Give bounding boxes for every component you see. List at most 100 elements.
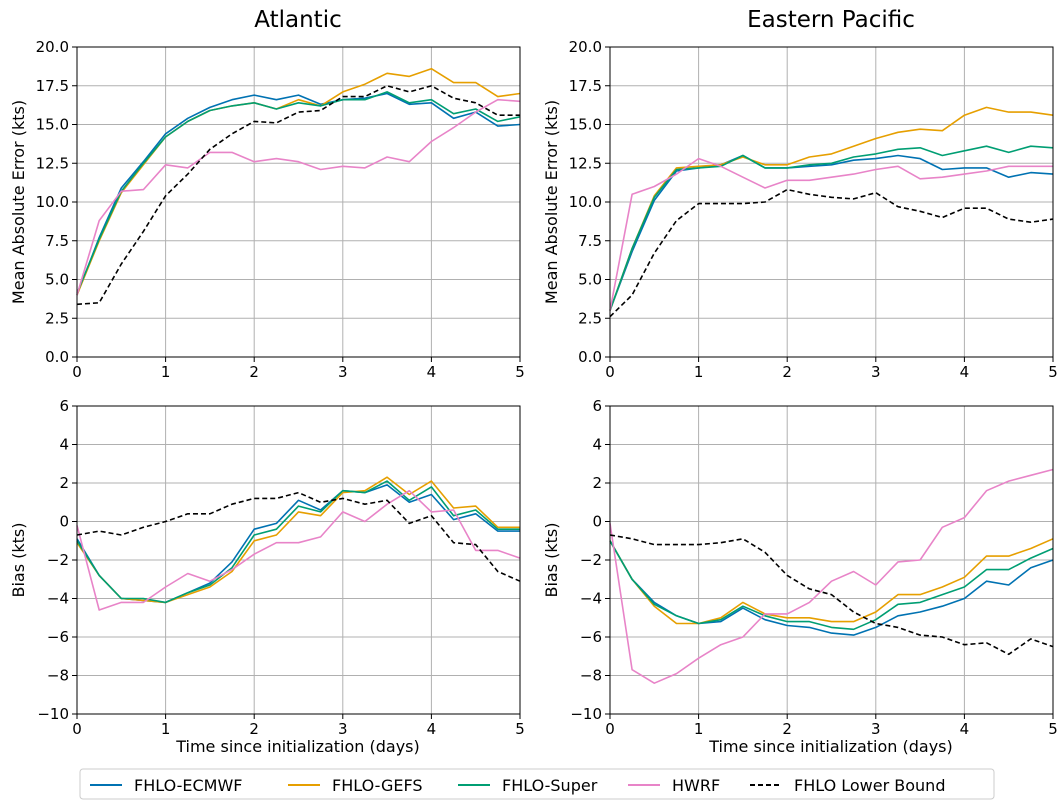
series-line-fhlo-super: [76, 91, 521, 294]
y-axis-label-eastern-pacific-mae: Mean Absolute Error (kts): [542, 100, 561, 304]
x-tick-label: 1: [161, 720, 171, 738]
x-tick-label: 4: [427, 363, 437, 381]
legend-label-hwrf: HWRF: [672, 776, 720, 795]
legend-label-fhlo-ecmwf: FHLO-ECMWF: [134, 776, 243, 795]
x-tick-label: 0: [605, 720, 615, 738]
y-tick-label: 0: [592, 513, 602, 531]
legend: FHLO-ECMWF FHLO-GEFS FHLO-Super HWRF FHL…: [79, 768, 995, 800]
y-tick-label: 2.5: [578, 309, 602, 327]
y-tick-label: −10: [37, 705, 69, 723]
y-tick-label: −6: [580, 628, 602, 646]
panel-eastern-pacific-mae: 0 1 2 3 4 5 0.0 2.5 5.0 7.5 10.0 12.5 15.0 17.5 20.0: [569, 38, 1058, 381]
y-tick-label: 5.0: [45, 271, 69, 289]
y-tick-label: 20.0: [36, 38, 69, 56]
plot-frame: [76, 405, 521, 715]
y-tick-label: 12.5: [569, 154, 602, 172]
y-tick-label: 0.0: [45, 348, 69, 366]
legend-item-fhlo-lower-bound: FHLO Lower Bound: [750, 776, 945, 795]
x-tick-label: 1: [694, 363, 704, 381]
x-tick-label: 5: [1048, 720, 1058, 738]
y-axis-label-atlantic-mae: Mean Absolute Error (kts): [9, 100, 28, 304]
panel-title-eastern-pacific: Eastern Pacific: [747, 7, 915, 33]
y-axis-label-eastern-pacific-bias: Bias (kts): [542, 522, 561, 597]
series-line-fhlo-ecmwf: [609, 154, 1054, 311]
legend-label-fhlo-gefs: FHLO-GEFS: [332, 776, 423, 795]
series-line-fhlo-super: [76, 480, 520, 604]
series-line-fhlo-ecmwf: [76, 484, 520, 604]
y-tick-label: 7.5: [45, 232, 69, 250]
y-tick-label: 15.0: [569, 116, 602, 134]
series-line-fhlo-lower-bound: [76, 491, 521, 582]
x-tick-label: 1: [161, 363, 171, 381]
y-tick-label: 4: [592, 436, 602, 454]
y-axis-label-atlantic-bias: Bias (kts): [9, 522, 28, 597]
legend-item-fhlo-gefs: FHLO-GEFS: [288, 776, 423, 795]
series-line-fhlo-gefs: [609, 106, 1054, 311]
panel-atlantic-mae: 0 1 2 3 4 5 0.0 2.5 5.0 7.5 10.0 12.5 15.0 17.5 20.0: [36, 38, 525, 381]
x-tick-label: 3: [338, 363, 348, 381]
y-tick-label: 17.5: [569, 77, 602, 95]
y-tick-label: 6: [592, 397, 602, 415]
panel-eastern-pacific-bias: 0 1 2 3 4 5 −10 −8 −6 −4 −2 0 2 4 6: [570, 397, 1057, 738]
series-line-hwrf: [609, 468, 1054, 685]
y-tick-label: −10: [570, 705, 602, 723]
x-tick-label: 0: [605, 363, 615, 381]
x-tick-label: 5: [515, 363, 525, 381]
panel-atlantic-bias: 0 1 2 3 4 5 −10 −8 −6 −4 −2 0 2 4 6: [37, 397, 524, 738]
y-tick-label: 2: [59, 474, 69, 492]
x-tick-label: 5: [1048, 363, 1058, 381]
y-tick-label: −8: [47, 667, 69, 685]
x-axis-label-eastern-pacific: Time since initialization (days): [708, 737, 953, 756]
x-tick-label: 1: [694, 720, 704, 738]
plot-frame: [609, 405, 1054, 715]
y-tick-label: −2: [47, 551, 69, 569]
legend-item-fhlo-super: FHLO-Super: [458, 776, 598, 795]
series-line-fhlo-gefs: [609, 538, 1054, 625]
y-tick-label: −2: [580, 551, 602, 569]
plot-frame: [609, 46, 1054, 358]
series-line-hwrf: [76, 98, 521, 296]
x-axis-label-atlantic: Time since initialization (days): [175, 737, 420, 756]
series-line-fhlo-ecmwf: [76, 92, 521, 296]
series-line-hwrf: [76, 489, 521, 611]
legend-label-fhlo-lower-bound: FHLO Lower Bound: [794, 776, 945, 795]
x-tick-label: 3: [338, 720, 348, 738]
y-tick-label: 17.5: [36, 77, 69, 95]
x-tick-label: 4: [960, 720, 970, 738]
y-tick-label: 2: [592, 474, 602, 492]
x-tick-label: 2: [782, 363, 792, 381]
x-tick-label: 3: [871, 363, 881, 381]
x-tick-label: 4: [960, 363, 970, 381]
y-tick-label: 0: [59, 513, 69, 531]
series-line-fhlo-gefs: [76, 476, 520, 604]
x-tick-label: 0: [72, 363, 82, 381]
y-tick-label: −6: [47, 628, 69, 646]
y-tick-label: −8: [580, 667, 602, 685]
x-tick-label: 0: [72, 720, 82, 738]
y-tick-label: 2.5: [45, 309, 69, 327]
x-tick-label: 3: [871, 720, 881, 738]
legend-label-fhlo-super: FHLO-Super: [502, 776, 598, 795]
y-tick-label: 20.0: [569, 38, 602, 56]
legend-frame: [79, 768, 995, 800]
y-tick-label: 10.0: [569, 193, 602, 211]
y-tick-label: 7.5: [578, 232, 602, 250]
series-line-fhlo-lower-bound: [76, 85, 520, 306]
y-tick-label: −4: [580, 590, 602, 608]
series-line-fhlo-lower-bound: [609, 188, 1054, 318]
x-tick-label: 2: [249, 363, 259, 381]
y-tick-label: 4: [59, 436, 69, 454]
y-tick-label: 10.0: [36, 193, 69, 211]
series-line-hwrf: [609, 157, 1053, 311]
legend-item-hwrf: HWRF: [628, 776, 720, 795]
plot-frame: [76, 46, 521, 358]
legend-item-fhlo-ecmwf: FHLO-ECMWF: [90, 776, 243, 795]
x-tick-label: 4: [427, 720, 437, 738]
y-tick-label: 5.0: [578, 271, 602, 289]
series-line-fhlo-lower-bound: [609, 534, 1054, 656]
y-tick-label: 0.0: [578, 348, 602, 366]
series-line-fhlo-super: [609, 540, 1054, 631]
y-tick-label: 12.5: [36, 154, 69, 172]
x-tick-label: 5: [515, 720, 525, 738]
